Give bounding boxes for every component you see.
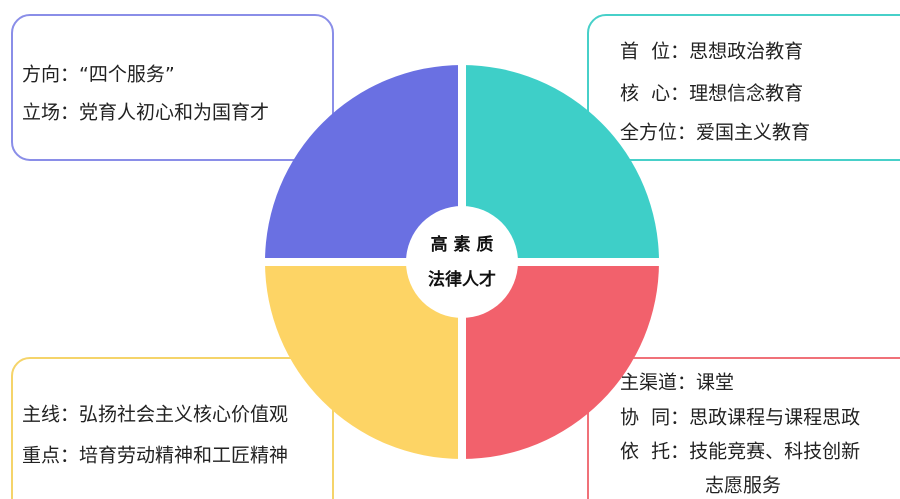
quadrant-yellow <box>265 262 462 459</box>
box-line: 首 位：思想政治教育 <box>620 41 803 63</box>
box-bottom-left <box>11 357 334 499</box>
center-text: 高 素 质 <box>431 234 494 255</box>
box-line: 方向：“四个服务” <box>22 64 175 86</box>
box-line: 主线：弘扬社会主义核心价值观 <box>22 404 288 426</box>
quadrant-blue <box>265 65 462 262</box>
box-line: 主渠道：课堂 <box>620 372 734 394</box>
wheel <box>260 60 664 464</box>
box-top-left <box>11 14 334 161</box>
quadrant-teal <box>462 65 659 262</box>
box-line: 核 心：理想信念教育 <box>620 82 803 105</box>
box-line: 依 托：技能竞赛、科技创新 <box>620 441 860 463</box>
quadrant-red <box>462 262 659 459</box>
box-bottom-right <box>587 357 900 499</box>
box-line: 志愿服务 <box>705 475 781 497</box>
box-line: 重点：培育劳动精神和工匠精神 <box>22 445 288 467</box>
box-line: 协 同：思政课程与课程思政 <box>620 407 860 429</box>
center-circle <box>406 206 518 318</box>
box-top-right <box>587 14 900 161</box>
center-text: 法律人才 <box>428 269 496 290</box>
box-line: 全方位：爱国主义教育 <box>620 122 810 144</box>
box-line: 立场：党育人初心和为国育才 <box>22 102 269 124</box>
